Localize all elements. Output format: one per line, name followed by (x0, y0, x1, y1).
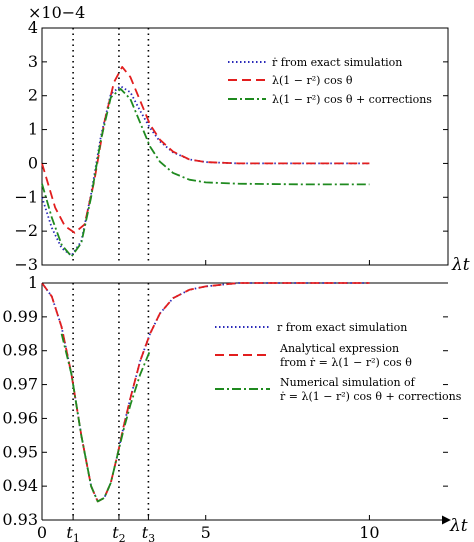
bottom-y-tick-label: 1 (28, 273, 38, 292)
top-y-tick-label: 1 (28, 120, 38, 139)
legend-line: ṙ = λ(1 − r²) cos θ + corrections (280, 390, 462, 403)
bottom-y-tick-label: 0.93 (2, 510, 38, 529)
bottom-x-tick-label: 10 (359, 523, 379, 542)
bottom-y-tick-label: 0.95 (2, 442, 38, 461)
bottom-legend-label-exact-text: r from exact simulation (277, 321, 407, 334)
bottom-x-tick-label: t2 (112, 523, 125, 542)
bottom-y-tick-label: 0.96 (2, 408, 38, 427)
bottom-legend-label-corrections: Numerical simulation of ṙ = λ(1 − r²) cos… (280, 376, 462, 403)
top-series-line-1 (41, 85, 370, 257)
bottom-x-tick-label: 5 (201, 523, 211, 542)
top-y-tick-label: 3 (28, 52, 38, 71)
top-legend-label-corrections: λ(1 − r²) cos θ + corrections (272, 93, 432, 106)
bottom-series-line-2 (41, 282, 370, 503)
bottom-y-tick-label: 0.99 (2, 307, 38, 326)
top-x-axis-name: λt (451, 255, 470, 275)
bottom-y-tick-label: 0.98 (2, 341, 38, 360)
bottom-x-tick-label: t3 (142, 523, 155, 542)
bottom-y-tick-label: 0.94 (2, 476, 38, 495)
bottom-legend-label-analytical: Analytical expression from ṙ = λ(1 − r²) … (279, 342, 412, 369)
top-series-line-3 (41, 88, 370, 258)
top-y-tick-label: 0 (28, 153, 38, 172)
bottom-x-tick-label: 0 (37, 523, 47, 542)
top-y-tick-label: 4 (28, 18, 38, 37)
legend-line: from ṙ = λ(1 − r²) cos θ (280, 356, 412, 369)
top-series-line-2 (41, 66, 370, 234)
top-y-tick-label: −3 (14, 255, 38, 274)
top-exponent-label: ×10−4 (28, 3, 85, 22)
top-y-tick-label: −2 (14, 221, 38, 240)
bottom-series-line-3 (60, 333, 151, 503)
bottom-y-tick-label: 0.97 (2, 375, 38, 394)
top-plot-frame (41, 27, 449, 266)
bottom-x-axis-name: λt (449, 516, 468, 536)
bottom-legend-label-exact: r from exact simulation (277, 321, 407, 334)
legend-line: Numerical simulation of (280, 376, 416, 389)
bottom-x-tick-label: t1 (66, 523, 79, 542)
top-legend: ṙ from exact simulation λ(1 − r²) cos θ … (228, 56, 432, 106)
top-panel: ×10−4 λt −3 −2 −1 0 1 2 3 4 ṙ from exact simula… (14, 3, 469, 275)
bottom-legend: r from exact simulation Analytical expre… (215, 321, 462, 403)
legend-line: Analytical expression (279, 342, 399, 355)
top-y-tick-label: 2 (28, 86, 38, 105)
top-y-tick-label: −1 (14, 187, 38, 206)
top-legend-label-exact: ṙ from exact simulation (272, 56, 402, 69)
top-legend-label-analytical: λ(1 − r²) cos θ (272, 74, 353, 87)
